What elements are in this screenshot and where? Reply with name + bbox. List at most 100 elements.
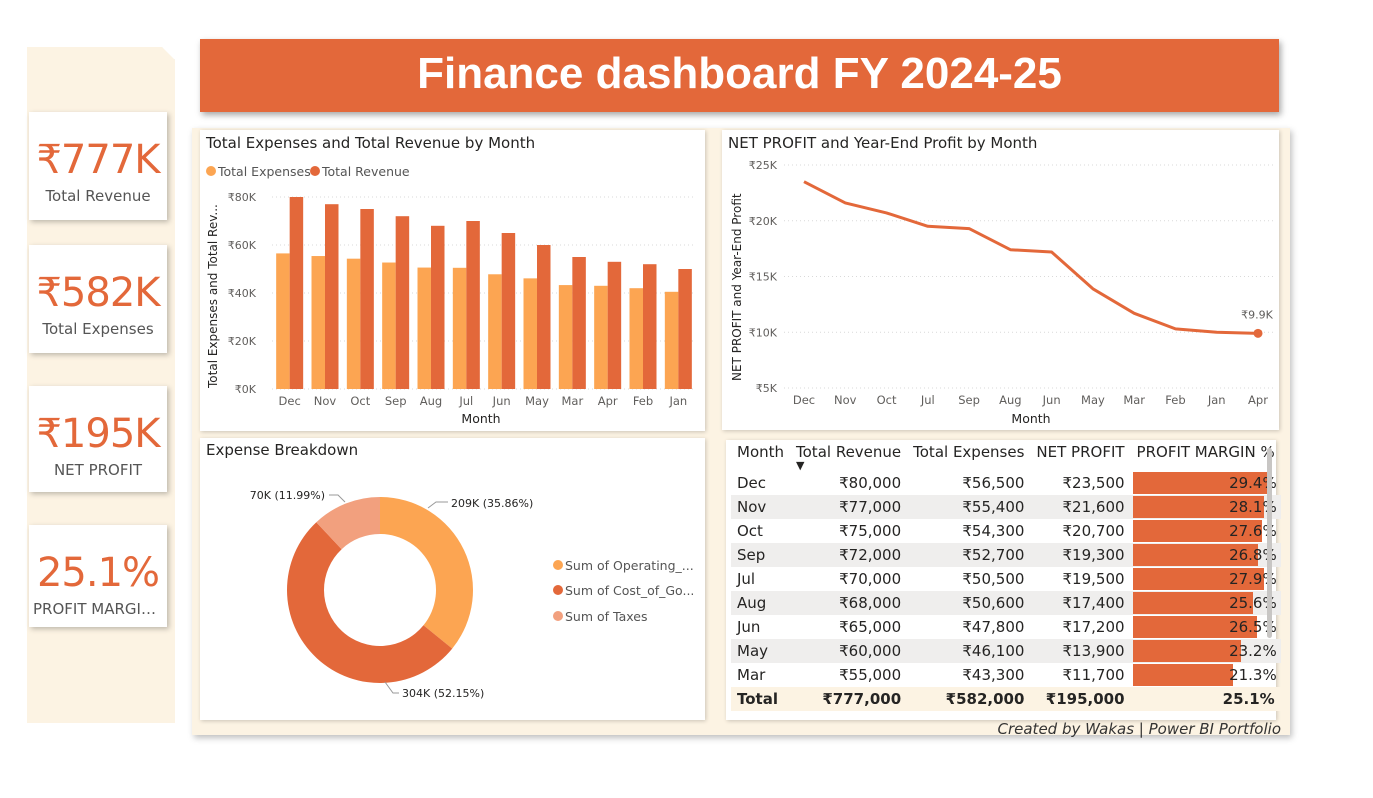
profit-table: Month Total Revenue ▼ Total Expenses NET …: [731, 443, 1281, 711]
table-cell: ₹56,500: [962, 474, 1025, 492]
total-cell: ₹195,000: [1030, 687, 1131, 711]
col-header-month[interactable]: Month: [737, 443, 785, 461]
bar-x-tick-label: Oct: [350, 394, 370, 408]
kpi-value: ₹195K: [36, 411, 160, 457]
table-row[interactable]: Jul ₹70,000 ₹50,500 ₹19,500 27.9%: [731, 567, 1281, 591]
kpi-card-expenses[interactable]: ₹582K Total Expenses: [29, 245, 167, 353]
donut-slice-operating[interactable]: [380, 497, 473, 649]
table-row[interactable]: Jun ₹65,000 ₹47,800 ₹17,200 26.5%: [731, 615, 1281, 639]
net-profit-line[interactable]: [803, 180, 1259, 335]
bar-expenses[interactable]: [311, 256, 326, 389]
bar-x-tick-label: May: [525, 394, 549, 408]
donut-legend-operating: Sum of Operating_...: [565, 558, 694, 573]
table-cell: ₹70,000: [839, 570, 902, 588]
bar-revenue[interactable]: [289, 197, 304, 389]
bar-revenue[interactable]: [537, 245, 551, 389]
table-row[interactable]: Dec ₹80,000 ₹56,500 ₹23,500 29.4%: [731, 471, 1281, 495]
bar-expenses[interactable]: [452, 267, 467, 389]
donut-chart: 209K (35.86%) 304K (52.15%) 70K (11.99%) S…: [250, 489, 695, 700]
bar-expenses[interactable]: [523, 278, 538, 389]
bar-revenue[interactable]: [501, 233, 516, 389]
bar-x-axis-label: Month: [461, 411, 500, 426]
line-x-tick-label: Sep: [958, 393, 980, 407]
table-cell: ₹65,000: [839, 618, 902, 636]
table-cell: Aug: [731, 591, 791, 615]
line-end-marker[interactable]: [1253, 328, 1263, 338]
table-header-row: Month Total Revenue ▼ Total Expenses NET …: [731, 443, 1281, 471]
table-cell: Nov: [731, 495, 791, 519]
bar-y-tick-label: ₹60K: [228, 239, 257, 252]
margin-value: 25.6%: [1229, 594, 1277, 612]
line-chart-panel[interactable]: NET PROFIT and Year-End Profit by Month …: [722, 130, 1279, 430]
total-cell: ₹582,000: [907, 687, 1031, 711]
profit-table-panel[interactable]: Month Total Revenue ▼ Total Expenses NET …: [726, 440, 1281, 720]
bar-revenue[interactable]: [643, 264, 657, 389]
margin-data-bar: [1132, 616, 1257, 638]
bar-expenses[interactable]: [417, 267, 432, 389]
bar-expenses[interactable]: [594, 285, 608, 389]
donut-data-label: 304K (52.15%): [402, 687, 484, 700]
table-row[interactable]: Nov ₹77,000 ₹55,400 ₹21,600 28.1%: [731, 495, 1281, 519]
total-cell: 25.1%: [1130, 687, 1281, 711]
bar-expenses[interactable]: [382, 262, 396, 389]
margin-bar-cell: 26.8%: [1130, 543, 1281, 567]
bar-revenue[interactable]: [360, 209, 374, 389]
table-row[interactable]: May ₹60,000 ₹46,100 ₹13,900 23.2%: [731, 639, 1281, 663]
kpi-card-margin[interactable]: 25.1% PROFIT MARGIN...: [29, 525, 167, 627]
bar-revenue[interactable]: [678, 269, 692, 389]
margin-bar-cell: 25.6%: [1130, 591, 1281, 615]
table-row[interactable]: Mar ₹55,000 ₹43,300 ₹11,700 21.3%: [731, 663, 1281, 687]
table-row[interactable]: Aug ₹68,000 ₹50,600 ₹17,400 25.6%: [731, 591, 1281, 615]
bar-x-tick-label: Dec: [279, 394, 301, 408]
line-y-axis-label: NET PROFIT and Year-End Profit: [730, 193, 744, 381]
col-header-margin[interactable]: PROFIT MARGIN %: [1136, 443, 1275, 461]
bar-y-axis-label: Total Expenses and Total Rev...: [206, 204, 220, 389]
line-x-tick-label: Nov: [834, 393, 857, 407]
margin-data-bar: [1132, 640, 1242, 662]
table-cell: ₹46,100: [907, 639, 1031, 663]
kpi-card-revenue[interactable]: ₹777K Total Revenue: [29, 112, 167, 220]
bar-y-tick-label: ₹20K: [228, 335, 257, 348]
line-y-tick-label: ₹15K: [749, 271, 778, 284]
donut-slice-taxes[interactable]: [316, 497, 380, 550]
kpi-card-profit[interactable]: ₹195K NET PROFIT: [29, 386, 167, 492]
donut-legend-taxes: Sum of Taxes: [565, 609, 647, 624]
bar-revenue[interactable]: [607, 261, 622, 389]
margin-value: 26.8%: [1229, 546, 1277, 564]
bar-expenses[interactable]: [629, 288, 644, 389]
bar-expenses[interactable]: [346, 258, 361, 389]
bar-revenue[interactable]: [325, 204, 339, 389]
legend-dot-revenue: [310, 166, 320, 176]
bar-revenue[interactable]: [572, 257, 586, 389]
table-cell: Oct: [737, 522, 763, 540]
bar-x-tick-label: Apr: [598, 394, 618, 408]
col-header-profit[interactable]: NET PROFIT: [1036, 443, 1125, 461]
table-row[interactable]: Sep ₹72,000 ₹52,700 ₹19,300 26.8%: [731, 543, 1281, 567]
table-cell: ₹19,500: [1062, 570, 1125, 588]
bar-expenses[interactable]: [558, 285, 573, 389]
kpi-label: PROFIT MARGIN...: [33, 600, 167, 618]
margin-data-bar: [1132, 664, 1233, 686]
table-cell: ₹47,800: [962, 618, 1025, 636]
bar-revenue[interactable]: [395, 216, 410, 389]
bar-revenue[interactable]: [466, 221, 480, 389]
legend-label-revenue: Total Revenue: [321, 164, 410, 179]
donut-chart-panel[interactable]: Expense Breakdown 209K (35.86%) 304K (52.…: [200, 438, 705, 720]
bar-x-tick-label: Jun: [492, 394, 511, 408]
line-x-tick-label: May: [1081, 393, 1105, 407]
line-chart: NET PROFIT and Year-End Profit Month ₹5K…: [730, 159, 1274, 426]
bar-expenses[interactable]: [276, 253, 290, 389]
bar-expenses[interactable]: [664, 291, 679, 389]
table-scrollbar[interactable]: [1267, 448, 1272, 638]
bar-revenue[interactable]: [431, 225, 445, 389]
margin-value: 27.6%: [1229, 522, 1277, 540]
bar-chart-panel[interactable]: Total Expenses and Total Revenue by Mont…: [200, 130, 705, 431]
bar-expenses[interactable]: [488, 274, 502, 389]
table-row[interactable]: Oct ₹75,000 ₹54,300 ₹20,700 27.6%: [731, 519, 1281, 543]
col-header-revenue[interactable]: Total Revenue ▼: [790, 443, 907, 471]
total-cell: Total: [731, 687, 791, 711]
col-header-expenses[interactable]: Total Expenses: [913, 443, 1025, 461]
margin-data-bar: [1132, 544, 1259, 566]
bar-x-tick-label: Aug: [420, 394, 442, 408]
donut-slice-cogs[interactable]: [287, 522, 453, 683]
